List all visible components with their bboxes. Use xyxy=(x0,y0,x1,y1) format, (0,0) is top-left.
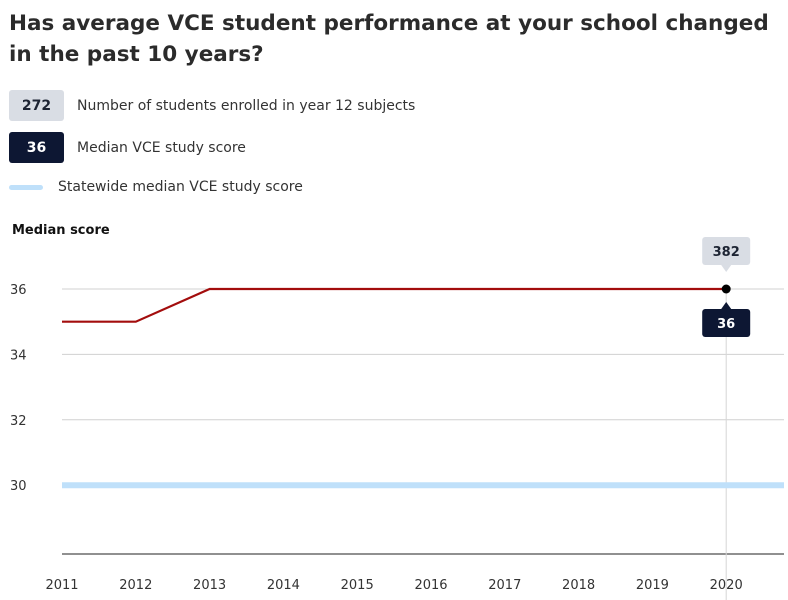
y-tick-label: 36 xyxy=(10,283,27,298)
legend-enrolled: 272 Number of students enrolled in year … xyxy=(9,90,415,121)
x-tick-label: 2019 xyxy=(636,578,669,593)
x-tick-label: 2013 xyxy=(193,578,226,593)
x-tick-label: 2011 xyxy=(45,578,78,593)
legend-median: 36 Median VCE study score xyxy=(9,132,246,163)
x-tick-label: 2017 xyxy=(488,578,521,593)
enrolled-callout-box xyxy=(702,237,751,265)
median-callout-value: 36 xyxy=(717,317,735,332)
median-callout-pointer xyxy=(721,302,732,309)
enrolled-callout-pointer xyxy=(721,265,732,272)
median-label: Median VCE study score xyxy=(77,139,246,156)
x-tick-label: 2015 xyxy=(341,578,374,593)
y-tick-label: 34 xyxy=(10,348,27,363)
x-tick-label: 2014 xyxy=(267,578,300,593)
enrolled-label: Number of students enrolled in year 12 s… xyxy=(77,97,416,114)
highlight-point xyxy=(721,284,731,294)
median-badge: 36 xyxy=(9,132,64,163)
enrolled-callout-value: 382 xyxy=(713,245,740,260)
median-callout-box xyxy=(702,309,751,337)
legend-statewide: Statewide median VCE study score xyxy=(9,179,303,195)
statewide-label: Statewide median VCE study score xyxy=(58,179,303,195)
enrolled-badge: 272 xyxy=(9,90,64,121)
chart-title: Has average VCE student performance at y… xyxy=(9,11,769,67)
x-tick-label: 2012 xyxy=(119,578,152,593)
median-series-line xyxy=(62,287,727,323)
x-tick-label: 2018 xyxy=(562,578,595,593)
y-tick-label: 30 xyxy=(10,479,27,494)
y-tick-label: 32 xyxy=(10,414,27,429)
statewide-swatch xyxy=(9,184,43,190)
x-tick-label: 2016 xyxy=(414,578,447,593)
y-axis-title: Median score xyxy=(12,223,110,238)
